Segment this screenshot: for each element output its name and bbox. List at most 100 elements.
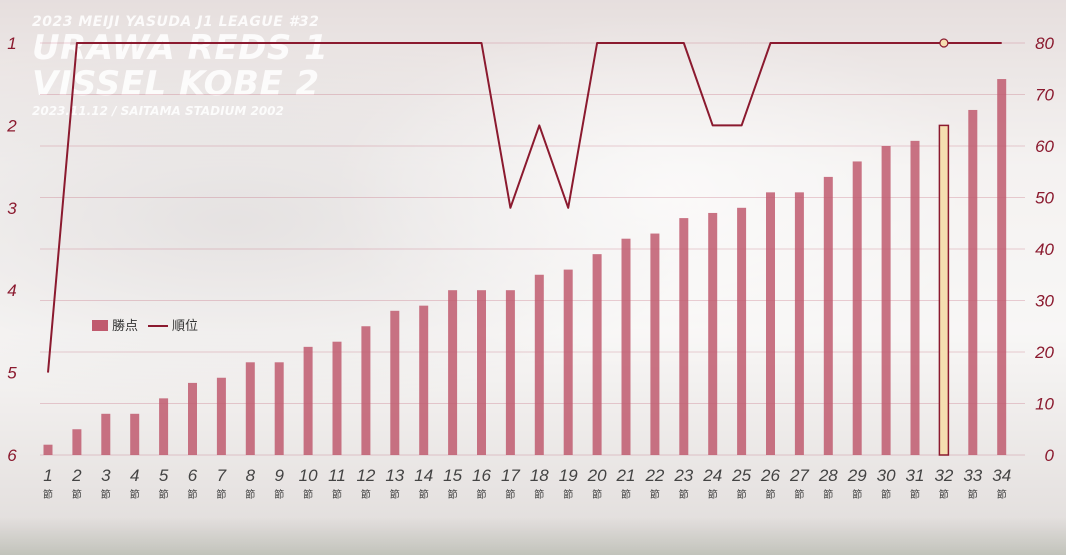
matchday-tick: 1 (43, 466, 52, 485)
matchday-tick: 22 (644, 466, 664, 485)
points-bar (101, 413, 111, 455)
points-bar (852, 161, 862, 455)
points-bar (72, 429, 82, 455)
points-bar (477, 290, 486, 455)
matchday-tick: 33 (963, 466, 982, 485)
rank-axis: 1 2 3 4 5 6 (6, 34, 17, 465)
points-bar (43, 444, 53, 455)
legend-bar-label: 勝点 (112, 318, 138, 333)
matchday-suffix: 節 (505, 488, 515, 501)
matchday-tick: 9 (274, 466, 284, 485)
matchday-tick: 24 (702, 466, 722, 485)
rank-line-path (47, 42, 1002, 373)
matchday-tick: 2 (71, 466, 82, 485)
matchday-suffix: 節 (910, 488, 920, 501)
matchday-tick: 21 (616, 466, 636, 485)
rank-axis-tick: 3 (7, 199, 17, 218)
matchday-suffix: 節 (130, 488, 140, 501)
points-bar (361, 326, 371, 455)
matchday-suffix: 節 (448, 488, 458, 501)
matchday-suffix: 節 (274, 488, 284, 501)
matchday-suffix: 節 (997, 488, 1007, 501)
chart-grid (40, 42, 1025, 456)
matchday-suffix: 節 (390, 488, 400, 501)
points-axis-tick: 50 (1035, 189, 1054, 208)
matchday-tick: 11 (328, 466, 346, 485)
points-bar (794, 192, 804, 455)
points-bar (332, 341, 342, 455)
matchday-suffix: 節 (737, 488, 747, 501)
matchday-suffix: 節 (823, 488, 833, 501)
matchday-tick: 10 (299, 466, 318, 485)
matchday-suffix: 節 (303, 488, 313, 501)
matchday-tick: 12 (356, 466, 375, 485)
points-axis-tick: 80 (1035, 34, 1054, 53)
matchday-tick: 25 (731, 466, 751, 485)
points-axis: 0 10 20 30 40 50 60 70 80 (1034, 34, 1054, 465)
points-bar (997, 79, 1007, 456)
matchday-tick: 14 (414, 466, 433, 485)
matchday-tick: 8 (246, 466, 256, 485)
matchday-suffix: 節 (361, 488, 371, 501)
points-bar (968, 109, 978, 455)
matchday-tick: 3 (101, 466, 111, 485)
matchday-tick: 17 (501, 466, 520, 485)
matchday-suffix: 節 (563, 488, 573, 501)
points-bar (650, 233, 660, 455)
points-bar (823, 176, 833, 455)
background-ground (0, 517, 1066, 555)
matchday-suffix: 節 (650, 488, 660, 501)
matchday-tick: 18 (530, 466, 549, 485)
points-bar (448, 290, 458, 455)
points-bar (245, 362, 255, 455)
matchday-tick: 4 (130, 466, 139, 485)
matchday-suffix: 節 (679, 488, 689, 501)
matchday-suffix: 節 (766, 488, 776, 501)
rank-axis-tick: 6 (7, 446, 17, 465)
rank-axis-tick: 4 (7, 281, 16, 300)
matchday-tick: 20 (587, 466, 607, 485)
matchday-suffix: 節 (43, 488, 53, 501)
matchday-suffix: 節 (881, 488, 891, 501)
matchday-tick: 15 (443, 466, 462, 485)
points-axis-tick: 30 (1035, 292, 1054, 311)
matchday-tick: 30 (877, 466, 896, 485)
matchday-axis: 1 節 2 節 3 節 4 節 5 節 6 節 7 節 8 節 9 節 10 節 11 節 12 節 13 節 14 節 15 節 16 節 1… (43, 466, 1011, 501)
points-bar (881, 146, 891, 455)
points-bar (534, 274, 544, 455)
points-bar (766, 192, 775, 455)
points-axis-tick: 40 (1035, 240, 1054, 259)
matchday-suffix: 節 (188, 488, 198, 501)
matchday-suffix: 節 (939, 488, 949, 501)
legend-line-label: 順位 (172, 318, 198, 333)
matchday-suffix: 節 (72, 488, 82, 501)
matchday-tick: 31 (906, 466, 925, 485)
matchday-suffix: 節 (101, 488, 111, 501)
matchday-suffix: 節 (332, 488, 342, 501)
matchday-suffix: 節 (419, 488, 429, 501)
matchday-tick: 6 (188, 466, 198, 485)
team1-score: URAWA REDS 1 (32, 28, 329, 68)
chart-legend: 勝点 順位 (92, 318, 198, 333)
matchday-tick: 27 (789, 466, 809, 485)
matchday-tick: 16 (472, 466, 491, 485)
points-bar (159, 398, 169, 455)
matchday-tick: 23 (673, 466, 693, 485)
points-bar (505, 290, 515, 455)
points-bar (910, 140, 920, 455)
matchday-suffix: 節 (592, 488, 602, 501)
points-axis-tick: 10 (1035, 395, 1054, 414)
matchday-suffix: 節 (968, 488, 978, 501)
points-bar (130, 413, 140, 455)
matchday-suffix: 節 (794, 488, 804, 501)
matchday-tick: 32 (934, 466, 953, 485)
matchday-suffix: 節 (216, 488, 226, 501)
league-title: 2023 MEIJI YASUDA J1 LEAGUE #32 (32, 14, 320, 30)
matchday-tick: 29 (847, 466, 867, 485)
points-axis-tick: 60 (1035, 137, 1054, 156)
team2-score: VISSEL KOBE 2 (32, 64, 320, 104)
matchday-suffix: 節 (708, 488, 718, 501)
points-bar (679, 218, 689, 455)
matchday-suffix: 節 (477, 488, 487, 501)
